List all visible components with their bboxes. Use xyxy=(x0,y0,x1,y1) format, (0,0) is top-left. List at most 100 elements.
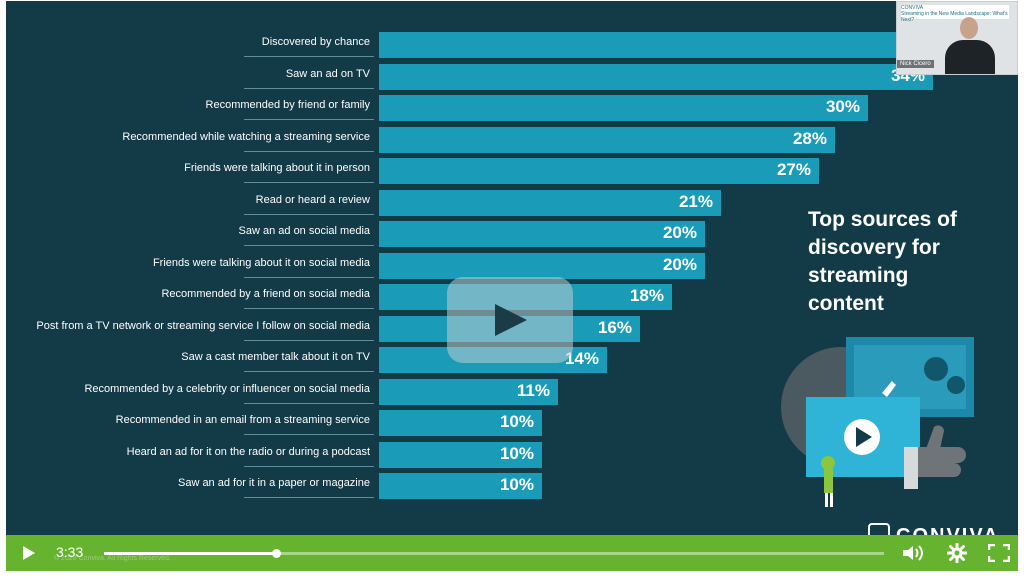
category-underline xyxy=(244,339,374,341)
chart-row: Saw an ad for it in a paper or magazine 1… xyxy=(6,473,1018,499)
category-label: Saw an ad on TV xyxy=(285,67,370,80)
category-label: Saw an ad for it in a paper or magazine xyxy=(177,477,370,489)
settings-button[interactable] xyxy=(942,535,972,571)
category-label: Recommended by a celebrity or influencer… xyxy=(84,382,370,395)
value-label: 11% xyxy=(516,380,550,400)
chart-bar: 28% xyxy=(379,126,835,153)
category-underline xyxy=(244,434,374,435)
value-label: 18% xyxy=(629,286,664,305)
illustration-person-head xyxy=(821,456,835,470)
chart-bar: 20% xyxy=(379,252,705,279)
chart-bar: 10% xyxy=(379,410,542,436)
presenter-name: Nick Cicero xyxy=(897,60,934,68)
slide-frame: Discovered by chance Saw an ad on TV 34% Re… xyxy=(6,1,1018,547)
value-label: 30% xyxy=(825,97,860,116)
illustration-person-leg xyxy=(825,493,828,507)
category-label: Post from a TV network or streaming serv… xyxy=(36,319,370,332)
value-label: 14% xyxy=(564,349,599,368)
value-label: 20% xyxy=(662,254,697,274)
presenter-body xyxy=(945,40,995,74)
slide-headline: Top sources of discovery for streaming c… xyxy=(808,208,957,315)
chat-bubble-icon xyxy=(924,357,948,381)
current-time: 3:33 xyxy=(56,544,84,560)
play-button[interactable] xyxy=(14,535,44,571)
chart-bar: 34% xyxy=(379,63,933,90)
chart-row: Friends were talking about it in person 2… xyxy=(6,158,1018,184)
category-underline xyxy=(244,371,374,372)
chart-row: Heard an ad for it on the radio or durin… xyxy=(6,441,1018,468)
category-label: Friends were talking about it on social … xyxy=(152,256,370,269)
category-underline xyxy=(244,150,374,152)
category-underline xyxy=(244,87,374,89)
category-underline xyxy=(244,119,374,120)
value-label: 16% xyxy=(597,317,632,337)
value-label: 27% xyxy=(776,160,811,179)
center-play-button[interactable] xyxy=(447,277,573,363)
illustration-person-body xyxy=(824,469,833,493)
chart-row: Saw an ad on social media 20% xyxy=(6,221,1018,247)
volume-icon xyxy=(903,545,923,561)
category-label: Heard an ad for it on the radio or durin… xyxy=(126,445,370,458)
category-label: Friends were talking about it in person xyxy=(184,162,370,174)
category-label: Read or heard a review xyxy=(255,193,370,206)
category-underline xyxy=(244,465,374,467)
chart-row: Recommended by a celebrity or influencer… xyxy=(6,378,1018,405)
presenter-head xyxy=(960,17,978,39)
category-underline xyxy=(244,182,374,183)
value-label: 21% xyxy=(678,191,713,211)
seek-bar-handle[interactable] xyxy=(271,549,281,558)
category-underline xyxy=(244,213,374,215)
category-underline xyxy=(244,56,374,57)
chart-bar: 20% xyxy=(379,221,705,247)
seek-bar[interactable] xyxy=(104,549,884,558)
chart-row: Read or heard a review 21% xyxy=(6,189,1018,216)
volume-button[interactable] xyxy=(898,535,928,571)
webcam-header-title: Streaming in the New Media Landscape: Wh… xyxy=(901,11,1008,23)
value-label: 20% xyxy=(662,223,697,242)
airplane-icon xyxy=(882,381,896,397)
presenter-webcam: CONVIVA Streaming in the New Media Lands… xyxy=(896,1,1018,75)
seek-bar-progress xyxy=(104,552,276,555)
chart-bar: 27% xyxy=(379,158,819,184)
fullscreen-icon xyxy=(988,544,1010,562)
category-underline xyxy=(244,276,374,278)
illustration-cuff xyxy=(904,447,918,489)
chat-bubble-icon xyxy=(947,376,965,394)
chart-row: Friends were talking about it on social … xyxy=(6,252,1018,279)
fullscreen-button[interactable] xyxy=(984,535,1014,571)
category-label: Saw a cast member talk about it on TV xyxy=(181,351,370,363)
chart-bar: 11% xyxy=(379,378,558,405)
value-label: 10% xyxy=(499,475,534,494)
play-icon xyxy=(495,304,527,336)
category-underline xyxy=(244,245,374,246)
thumbs-up-thumb xyxy=(926,425,944,449)
category-underline xyxy=(244,402,374,404)
webcam-header-brand: CONVIVA xyxy=(901,5,924,11)
chart-bar: 30% xyxy=(379,95,868,121)
value-label: 10% xyxy=(499,443,534,463)
chart-row: Discovered by chance xyxy=(6,32,1018,58)
play-icon xyxy=(23,546,35,560)
streaming-illustration xyxy=(781,337,974,507)
webcam-header: CONVIVA Streaming in the New Media Lands… xyxy=(901,5,1009,23)
category-underline xyxy=(244,497,374,498)
chart-row: Recommended by friend or family 30% xyxy=(6,95,1018,121)
video-player[interactable]: Discovered by chance Saw an ad on TV 34% Re… xyxy=(6,1,1018,571)
category-underline xyxy=(244,308,374,309)
category-label: Recommended by a friend on social media xyxy=(161,288,370,300)
chart-bar: 21% xyxy=(379,189,721,216)
category-label: Recommended while watching a streaming s… xyxy=(122,130,370,143)
illustration-play-icon xyxy=(856,427,872,447)
category-label: Saw an ad on social media xyxy=(238,225,370,237)
category-label: Discovered by chance xyxy=(261,36,370,48)
chart-bar: 10% xyxy=(379,473,542,499)
value-label: 28% xyxy=(792,128,827,148)
chart-bar: 10% xyxy=(379,441,542,468)
category-label: Recommended in an email from a streaming… xyxy=(115,414,370,426)
settings-icon xyxy=(947,543,967,563)
thumbs-up-icon xyxy=(918,447,966,477)
copyright-text: © 2023 Conviva. All Rights Reserved. xyxy=(54,555,171,562)
category-label: Recommended by friend or family xyxy=(205,99,370,111)
player-controls: 3:33 © 2023 Conviva. All Rights Reserved… xyxy=(6,535,1018,571)
value-label: 10% xyxy=(499,412,534,431)
